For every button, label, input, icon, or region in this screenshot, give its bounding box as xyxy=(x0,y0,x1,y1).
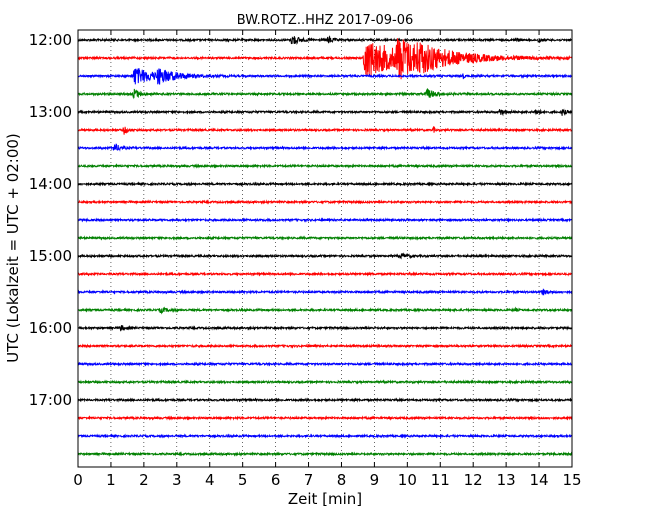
y-tick-label: 17:00 xyxy=(29,391,72,409)
x-tick-label: 7 xyxy=(304,471,314,489)
trace-row-1200 xyxy=(77,35,573,46)
x-tick-label: 0 xyxy=(73,471,83,489)
x-tick-label: 1 xyxy=(106,471,116,489)
trace-row-1515 xyxy=(77,271,573,277)
trace-row-1630 xyxy=(77,361,573,367)
x-axis-label: Zeit [min] xyxy=(288,490,362,508)
trace-rows xyxy=(77,35,573,457)
trace-row-1600 xyxy=(77,324,573,332)
x-tick-label: 14 xyxy=(530,471,549,489)
y-axis-label: UTC (Lokalzeit = UTC + 02:00) xyxy=(4,133,22,363)
x-axis-ticks: 0 1 2 3 4 5 6 7 8 9 10 11 12 13 14 15 xyxy=(73,30,582,489)
y-tick-label: 15:00 xyxy=(29,247,72,265)
x-tick-label: 11 xyxy=(431,471,450,489)
x-tick-label: 12 xyxy=(464,471,483,489)
trace-row-1730 xyxy=(77,433,573,439)
trace-row-1415 xyxy=(77,199,573,205)
trace-row-1745 xyxy=(77,451,573,457)
trace-row-1230 xyxy=(77,68,573,85)
x-tick-label: 13 xyxy=(497,471,516,489)
y-tick-label: 16:00 xyxy=(29,319,72,337)
trace-row-1700 xyxy=(77,397,573,403)
plot-frame xyxy=(77,29,573,468)
trace-row-1545 xyxy=(77,306,573,315)
trace-row-1300 xyxy=(77,108,573,117)
x-tick-label: 15 xyxy=(562,471,581,489)
y-tick-label: 14:00 xyxy=(29,175,72,193)
y-axis-ticks: 12:00 13:00 14:00 15:00 16:00 17:00 xyxy=(29,31,572,409)
trace-row-1500 xyxy=(77,252,573,260)
x-tick-label: 2 xyxy=(139,471,149,489)
trace-row-1445 xyxy=(77,235,573,241)
x-tick-label: 8 xyxy=(337,471,347,489)
x-tick-label: 6 xyxy=(271,471,281,489)
x-tick-label: 9 xyxy=(370,471,380,489)
trace-row-1715 xyxy=(77,415,573,421)
trace-row-1330 xyxy=(77,143,573,152)
trace-row-1645 xyxy=(77,379,573,385)
trace-row-1245 xyxy=(77,88,573,100)
x-tick-label: 3 xyxy=(172,471,182,489)
trace-row-1615 xyxy=(77,343,573,349)
grid-lines xyxy=(110,30,540,467)
trace-row-1430 xyxy=(77,217,573,223)
x-tick-label: 4 xyxy=(205,471,215,489)
x-tick-label: 5 xyxy=(238,471,248,489)
trace-row-1315 xyxy=(77,126,573,135)
trace-row-1215 xyxy=(77,38,573,80)
y-tick-label: 12:00 xyxy=(29,31,72,49)
x-tick-label: 10 xyxy=(398,471,417,489)
trace-row-1530 xyxy=(77,288,573,296)
y-tick-label: 13:00 xyxy=(29,103,72,121)
trace-row-1345 xyxy=(77,163,573,169)
trace-row-1400 xyxy=(77,181,573,187)
chart-title: BW.ROTZ..HHZ 2017-09-06 xyxy=(237,13,413,28)
